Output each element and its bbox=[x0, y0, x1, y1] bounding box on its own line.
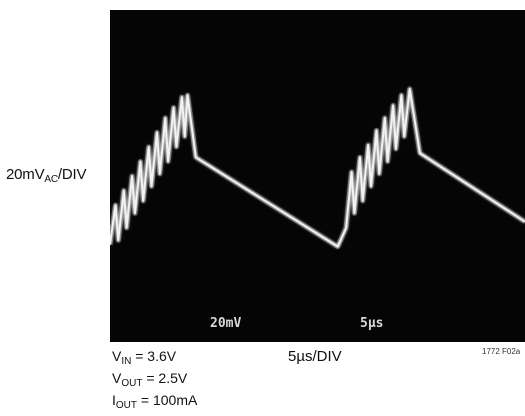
vout-var: V bbox=[112, 370, 122, 386]
figure-id: 1772 F02a bbox=[482, 347, 521, 356]
y-axis-label: 20mVAC/DIV bbox=[6, 166, 86, 185]
iout-condition: IOUT = 100mA bbox=[112, 392, 197, 414]
iout-value: = 100mA bbox=[137, 392, 198, 408]
x-axis-label: 5µs/DIV bbox=[288, 348, 342, 365]
screen-volts-readout: 20mV bbox=[210, 316, 242, 331]
vout-value: = 2.5V bbox=[142, 370, 188, 386]
test-conditions: VIN = 3.6V VOUT = 2.5V IOUT = 100mA bbox=[112, 348, 197, 414]
y-label-prefix: 20mV bbox=[6, 166, 45, 183]
screen-time-readout: 5µs bbox=[360, 316, 384, 331]
vin-sub: IN bbox=[121, 356, 132, 367]
vout-sub: OUT bbox=[121, 378, 143, 389]
vout-condition: VOUT = 2.5V bbox=[112, 370, 197, 392]
vin-var: V bbox=[112, 348, 122, 364]
iout-sub: OUT bbox=[115, 400, 137, 411]
oscilloscope-screen: 20mV 5µs bbox=[110, 10, 525, 342]
y-label-suffix: /DIV bbox=[57, 166, 87, 183]
y-label-sub: AC bbox=[44, 174, 58, 185]
plot-area bbox=[110, 86, 525, 250]
vin-value: = 3.6V bbox=[131, 348, 177, 364]
series-0-line bbox=[110, 87, 525, 248]
iout-var: I bbox=[112, 392, 116, 408]
vin-condition: VIN = 3.6V bbox=[112, 348, 197, 370]
